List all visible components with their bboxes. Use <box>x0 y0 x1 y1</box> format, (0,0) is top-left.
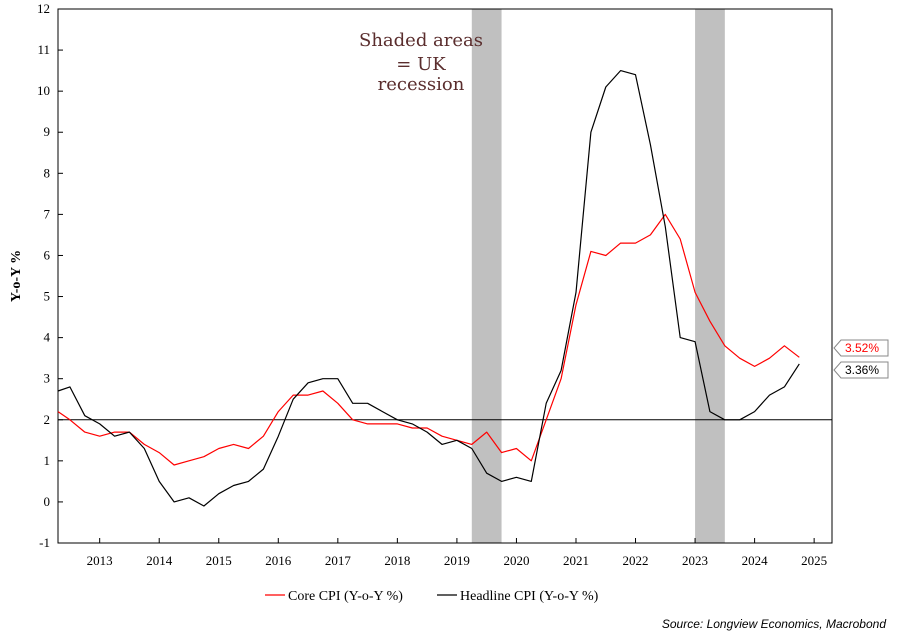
y-tick-label: 6 <box>44 247 51 262</box>
headline-cpi-line <box>57 69 800 507</box>
y-tick-label: 8 <box>44 165 51 180</box>
x-tick-label: 2014 <box>146 553 173 568</box>
y-tick-label: 9 <box>44 124 51 139</box>
core-cpi-line <box>57 213 800 466</box>
legend: Core CPI (Y-o-Y %) Headline CPI (Y-o-Y %… <box>265 589 599 604</box>
y-axis-title: Y-o-Y % <box>9 250 24 302</box>
annotation-line-2: = UK <box>396 54 446 75</box>
y-tick-label: 1 <box>44 453 51 468</box>
y-tick-label: -1 <box>39 535 50 550</box>
shaded-areas-annotation: Shaded areas = UK recession <box>359 30 483 95</box>
plot-area-frame <box>57 8 833 544</box>
recession-band-1 <box>471 9 502 543</box>
callout-value: 3.36% <box>845 363 879 377</box>
y-tick-label: 0 <box>44 494 51 509</box>
core-cpi-last-value: 3.52% <box>833 339 889 357</box>
annotation-line-3: recession <box>378 74 465 95</box>
series-lines <box>57 69 800 507</box>
x-tick-label: 2013 <box>87 553 113 568</box>
y-tick-label: 3 <box>44 371 51 386</box>
annotation-line-1: Shaded areas <box>359 30 483 51</box>
last-value-callouts: 3.52% 3.36% <box>833 339 889 379</box>
x-tick-label: 2023 <box>682 553 708 568</box>
callout-value: 3.52% <box>845 341 879 355</box>
y-tick-label: 12 <box>37 1 50 16</box>
x-tick-label: 2016 <box>265 553 292 568</box>
callout-box <box>833 339 889 357</box>
y-tick-label: 11 <box>37 42 50 57</box>
y-tick-label: 7 <box>44 206 51 221</box>
x-tick-label: 2020 <box>503 553 529 568</box>
x-tick-label: 2015 <box>206 553 232 568</box>
x-tick-label: 2024 <box>742 553 769 568</box>
x-tick-label: 2021 <box>563 553 589 568</box>
legend-label-headline: Headline CPI (Y-o-Y %) <box>460 589 599 604</box>
recession-bands <box>471 9 725 543</box>
source-note: Source: Longview Economics, Macrobond <box>662 617 886 631</box>
y-tick-label: 10 <box>37 83 50 98</box>
y-tick-label: 2 <box>44 412 51 427</box>
x-tick-label: 2025 <box>801 553 827 568</box>
headline-cpi-last-value: 3.36% <box>833 361 889 379</box>
y-tick-label: 4 <box>44 330 51 345</box>
x-tick-label: 2022 <box>623 553 649 568</box>
x-axis: 2013 2014 2015 2016 2017 2018 2019 2020 2021 2022… <box>87 538 827 568</box>
x-tick-label: 2018 <box>384 553 410 568</box>
recession-band-2 <box>695 9 725 543</box>
legend-label-core: Core CPI (Y-o-Y %) <box>288 589 403 604</box>
y-tick-label: 5 <box>44 289 51 304</box>
x-tick-label: 2017 <box>325 553 352 568</box>
callout-box <box>833 361 889 379</box>
x-tick-label: 2019 <box>444 553 470 568</box>
